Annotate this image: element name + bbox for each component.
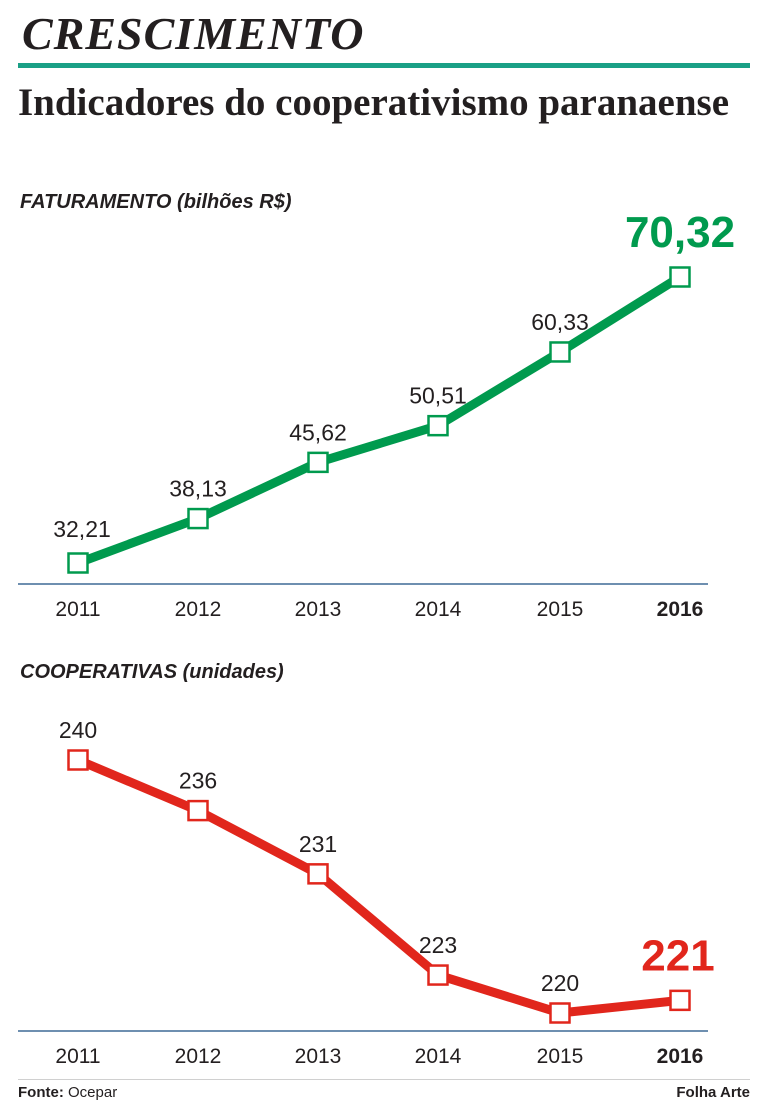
cooperativas-chart: 240 236 231 223 220 221 2011 2012 2013 2014 2015 20… xyxy=(18,717,715,1068)
cooperativas-label-2014: 223 xyxy=(419,932,457,958)
faturamento-tick-2014: 2014 xyxy=(415,598,462,621)
chart-title-faturamento: FATURAMENTO (bilhões R$) xyxy=(20,191,292,213)
faturamento-tick-2012: 2012 xyxy=(175,598,222,621)
cooperativas-tick-2011: 2011 xyxy=(55,1045,100,1068)
faturamento-tick-2011: 2011 xyxy=(55,598,100,621)
cooperativas-tick-2013: 2013 xyxy=(295,1045,342,1068)
cooperativas-label-2011: 240 xyxy=(59,717,97,743)
faturamento-point-2014 xyxy=(427,414,449,437)
faturamento-point-2016 xyxy=(669,266,691,288)
faturamento-point-2011 xyxy=(67,552,89,574)
cooperativas-label-2013: 231 xyxy=(299,831,337,857)
faturamento-label-2013: 45,62 xyxy=(289,419,347,445)
cooperativas-tick-2012: 2012 xyxy=(175,1045,222,1068)
footer-divider xyxy=(18,1079,750,1080)
faturamento-point-2012 xyxy=(187,507,209,530)
faturamento-tick-2015: 2015 xyxy=(537,598,584,621)
cooperativas-point-2016 xyxy=(669,989,691,1012)
faturamento-label-2014: 50,51 xyxy=(409,383,467,409)
faturamento-label-2012: 38,13 xyxy=(169,476,227,502)
faturamento-tick-2016: 2016 xyxy=(657,598,704,621)
cooperativas-tick-2016: 2016 xyxy=(657,1045,704,1068)
chart-title-cooperativas: COOPERATIVAS (unidades) xyxy=(20,661,284,683)
source-note: Fonte: Ocepar xyxy=(18,1084,117,1102)
page-subtitle: Indicadores do cooperativismo paranaense xyxy=(18,81,730,124)
cooperativas-label-2016: 221 xyxy=(641,931,714,980)
faturamento-chart: 32,21 38,13 45,62 50,51 60,33 70,32 2011 2012 20… xyxy=(18,208,735,621)
page-title: CRESCIMENTO xyxy=(22,8,365,59)
cooperativas-tick-2015: 2015 xyxy=(537,1045,584,1068)
faturamento-series-line xyxy=(73,272,685,568)
cooperativas-point-2013 xyxy=(307,863,329,885)
title-rule xyxy=(18,63,750,68)
cooperativas-point-2012 xyxy=(187,799,209,822)
cooperativas-label-2015: 220 xyxy=(541,970,579,996)
source-label: Fonte: xyxy=(18,1084,64,1101)
faturamento-label-2011: 32,21 xyxy=(53,516,111,542)
faturamento-tick-2013: 2013 xyxy=(295,598,342,621)
faturamento-point-2015 xyxy=(549,341,571,363)
cooperativas-point-2015 xyxy=(549,1002,571,1024)
source-name: Ocepar xyxy=(68,1084,118,1101)
credit-note: Folha Arte xyxy=(676,1084,750,1101)
cooperativas-tick-2014: 2014 xyxy=(415,1045,462,1068)
faturamento-point-2013 xyxy=(307,451,329,474)
cooperativas-label-2012: 236 xyxy=(179,768,217,794)
cooperativas-point-2014 xyxy=(427,964,449,986)
cooperativas-series-line xyxy=(73,755,685,1018)
faturamento-label-2015: 60,33 xyxy=(531,309,589,335)
faturamento-label-2016: 70,32 xyxy=(625,208,735,257)
cooperativas-point-2011 xyxy=(67,749,89,771)
